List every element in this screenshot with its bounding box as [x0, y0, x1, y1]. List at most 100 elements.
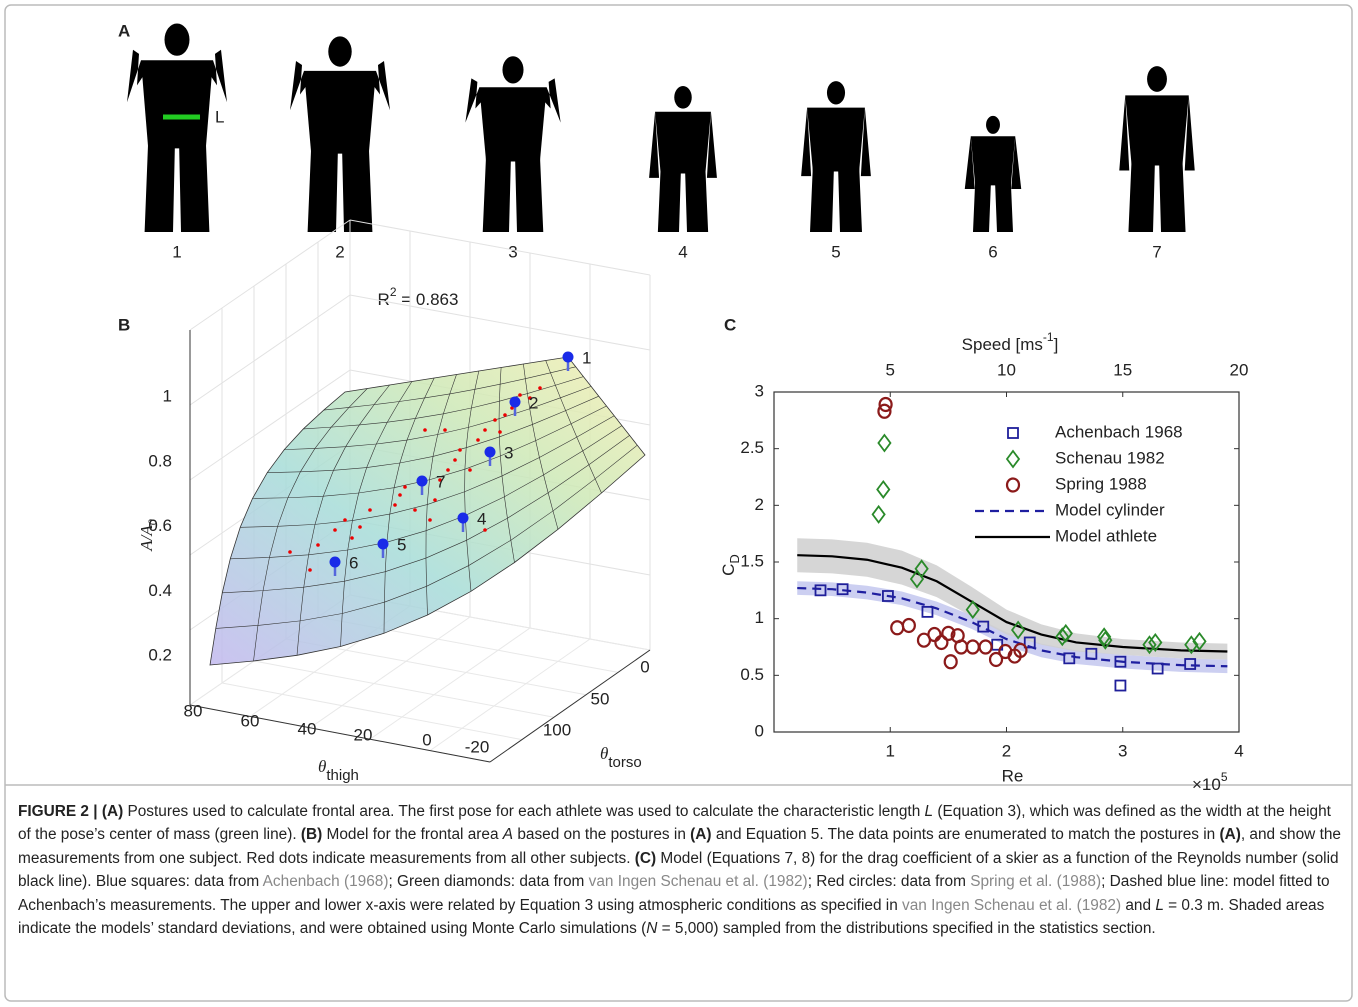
z-tick-label: 0.6 [148, 516, 172, 535]
thigh-tick-label: -20 [465, 737, 490, 756]
caption-text: ; Green diamonds: data from [388, 873, 589, 891]
y-tick-label: 2.5 [740, 438, 764, 457]
box-grid [253, 660, 555, 718]
reference-link[interactable]: Spring et al. (1988) [970, 873, 1102, 891]
z-tick-label: 0.4 [148, 581, 172, 600]
x2-tick-label: 10 [997, 360, 1016, 379]
torso-tick-label: 100 [543, 720, 571, 739]
subject-dot [476, 438, 480, 442]
caption-text: L [924, 803, 934, 820]
thigh-axis-label: θthigh [318, 757, 359, 784]
silhouette [465, 56, 561, 232]
diamond-marker [877, 433, 892, 453]
box-grid [285, 638, 587, 696]
torso [970, 136, 1016, 186]
box-grid [189, 369, 351, 481]
x2-tick-label: 15 [1113, 360, 1132, 379]
circle-marker [878, 396, 893, 413]
head [1147, 66, 1167, 92]
circle-marker [934, 634, 949, 651]
caption-text: (Equation 3), which was defined as the w… [18, 803, 1331, 844]
legend-label: Schenau 1982 [1055, 448, 1165, 467]
reference-link[interactable]: Achenbach (1968) [262, 873, 389, 891]
torso [479, 87, 547, 162]
torso [655, 111, 711, 174]
pose-label: 2 [335, 242, 344, 261]
subject-dot [503, 413, 507, 417]
y-tick-label: 2 [755, 495, 764, 514]
point-label: 1 [582, 348, 591, 367]
panel-title: R2 = 0.863 [378, 285, 459, 309]
box-grid [369, 627, 531, 740]
subject-dot [433, 498, 437, 502]
reference-link[interactable]: van Ingen Schenau et al. (1982) [588, 873, 808, 891]
y-tick-label: 0 [755, 721, 764, 740]
silhouette [1119, 66, 1195, 232]
subject-dot [538, 386, 542, 390]
torso [807, 107, 865, 172]
subject-point [484, 446, 496, 458]
caption-text: and [1121, 896, 1156, 914]
axis-line [189, 704, 491, 763]
square-marker [1085, 647, 1098, 660]
circle-marker [988, 651, 1004, 668]
square-marker [814, 584, 827, 597]
torso-tick-label: 50 [591, 689, 610, 708]
subject-dot [398, 493, 402, 497]
panel-label: C [724, 315, 736, 334]
circle-marker [927, 626, 942, 643]
box-grid [349, 294, 651, 351]
diamond-marker [1005, 449, 1021, 469]
point-label: 7 [436, 472, 445, 491]
diamond-marker [1097, 627, 1112, 647]
legs [307, 145, 373, 232]
surface [209, 356, 646, 666]
title-main: R [378, 290, 390, 309]
x-tick-label: 1 [886, 741, 895, 760]
torso [1125, 95, 1189, 166]
silhouette [801, 81, 871, 232]
z-tick-label: 0.2 [148, 645, 172, 664]
subject-dot [483, 428, 487, 432]
caption-text: based on the postures in [513, 826, 691, 844]
point-label: 2 [529, 393, 538, 412]
reference-link[interactable]: van Ingen Schenau et al. (1982) [902, 896, 1122, 914]
caption-text: ; Red circles: data from [807, 873, 971, 891]
title-sup: 2 [390, 285, 397, 299]
square-marker [836, 583, 849, 596]
y-tick-label: 0.5 [740, 665, 764, 684]
surface-grid [267, 395, 599, 473]
panel-label: A [118, 21, 130, 40]
x2-label-main: Speed [ms [962, 335, 1043, 354]
subject-dot [443, 428, 447, 432]
thigh-symbol: θ [318, 757, 326, 776]
z-label-main: A/A [137, 525, 156, 552]
y-axis-label: CD [719, 554, 742, 576]
pose-label: 7 [1152, 242, 1161, 261]
circle-marker [941, 625, 956, 642]
caption-text: ; Dashed blue line: model fitted to Ache… [18, 873, 1330, 914]
thigh-tick-label: 0 [422, 730, 431, 749]
model-line [797, 554, 1228, 653]
head [328, 36, 352, 67]
x-multiplier: ×105 [1192, 770, 1228, 794]
arms [964, 136, 1022, 189]
point-label: 3 [504, 443, 513, 462]
diamond-marker [1142, 635, 1157, 655]
square-marker [1063, 652, 1076, 665]
surface-grid [464, 370, 480, 592]
surface-grid [545, 360, 602, 494]
figure-border [4, 4, 1353, 1002]
arms [127, 49, 227, 103]
square-marker [1114, 679, 1127, 692]
x-multiplier-exp: 5 [1221, 770, 1228, 784]
square-marker [977, 620, 990, 633]
legs [1128, 158, 1186, 232]
box-grid [349, 219, 651, 276]
circle-marker [978, 639, 993, 655]
legs [144, 140, 210, 232]
silhouette [649, 86, 717, 232]
std-band [797, 581, 1228, 674]
caption-text: = 0.3 m. Shaded areas indicate the model… [18, 896, 1325, 938]
